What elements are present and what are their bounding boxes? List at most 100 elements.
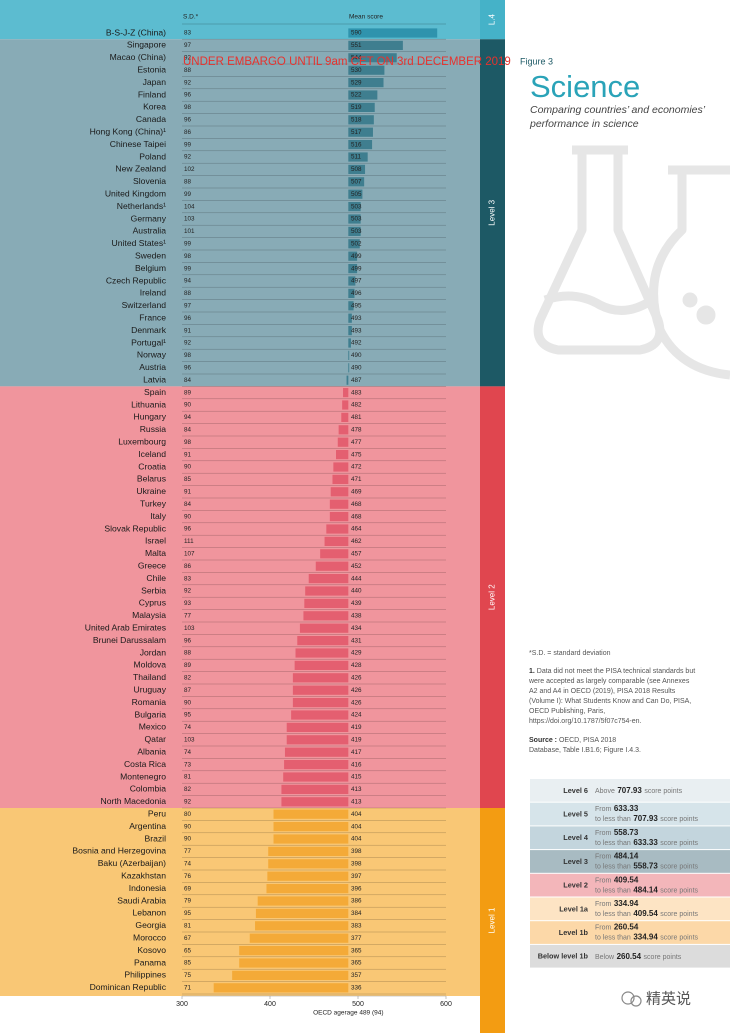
score-value: 398 bbox=[351, 860, 362, 867]
score-value: 383 bbox=[351, 922, 362, 929]
level-label: Level 1 bbox=[488, 907, 497, 933]
sd-value: 99 bbox=[184, 240, 192, 247]
score-bar bbox=[249, 933, 349, 943]
score-value: 452 bbox=[351, 563, 362, 570]
watermark-icon bbox=[630, 995, 642, 1007]
score-bar bbox=[348, 202, 361, 212]
country-name: North Macedonia bbox=[101, 796, 167, 806]
sd-value: 101 bbox=[184, 228, 195, 235]
sd-value: 96 bbox=[184, 92, 192, 99]
score-value: 522 bbox=[351, 92, 362, 99]
score-value: 439 bbox=[351, 600, 362, 607]
note-line: were accepted as largely comparable (see… bbox=[528, 678, 690, 685]
note-text: Data did not meet the PISA technical sta… bbox=[535, 668, 695, 675]
score-bar bbox=[315, 561, 349, 571]
country-name: Slovak Republic bbox=[104, 523, 166, 533]
score-bar bbox=[337, 437, 349, 447]
score-value: 481 bbox=[351, 414, 362, 421]
score-value: 397 bbox=[351, 873, 362, 880]
sd-value: 90 bbox=[184, 823, 192, 830]
sd-value: 92 bbox=[184, 340, 192, 347]
legend-text: score points bbox=[660, 863, 698, 870]
score-bar bbox=[295, 648, 349, 658]
legend-text: From bbox=[595, 925, 612, 932]
country-name: Serbia bbox=[141, 585, 166, 595]
country-name: Ukraine bbox=[136, 486, 166, 496]
score-value: 377 bbox=[351, 935, 362, 942]
sd-value: 80 bbox=[184, 811, 192, 818]
legend-row bbox=[530, 873, 730, 897]
country-name: Lebanon bbox=[133, 908, 167, 918]
sd-value: 90 bbox=[184, 699, 192, 706]
score-value: 511 bbox=[351, 154, 362, 161]
country-name: Italy bbox=[150, 511, 166, 521]
score-bar bbox=[348, 264, 358, 274]
legend-text: score points bbox=[660, 911, 698, 918]
country-name: Brazil bbox=[145, 833, 167, 843]
sd-value: 81 bbox=[184, 922, 192, 929]
legend-threshold: 334.94 bbox=[633, 933, 658, 942]
score-value: 462 bbox=[351, 538, 362, 545]
country-name: United Arab Emirates bbox=[85, 622, 166, 632]
score-bar bbox=[320, 549, 349, 559]
title: Science bbox=[530, 69, 640, 104]
score-value: 499 bbox=[351, 253, 362, 260]
sd-value: 87 bbox=[184, 687, 192, 694]
sd-value: 98 bbox=[184, 104, 192, 111]
level-label: L.4 bbox=[488, 13, 497, 25]
score-value: 434 bbox=[351, 625, 362, 632]
score-bar bbox=[348, 189, 363, 199]
legend-text: to less than bbox=[595, 887, 631, 894]
country-name: Poland bbox=[139, 151, 166, 161]
level-strip bbox=[480, 808, 505, 1033]
score-value: 472 bbox=[351, 464, 362, 471]
sd-value: 95 bbox=[184, 910, 192, 917]
score-bar bbox=[294, 660, 349, 670]
score-bar bbox=[329, 512, 349, 522]
score-value: 490 bbox=[351, 352, 362, 359]
score-bar bbox=[348, 276, 356, 286]
country-name: Australia bbox=[133, 226, 167, 236]
legend-text: From bbox=[595, 830, 612, 837]
score-bar bbox=[305, 586, 349, 596]
legend-threshold: 707.93 bbox=[633, 814, 658, 823]
sd-value: 92 bbox=[184, 154, 192, 161]
sd-value: 76 bbox=[184, 873, 192, 880]
score-value: 357 bbox=[351, 972, 362, 979]
country-name: Sweden bbox=[135, 250, 166, 260]
country-name: Montenegro bbox=[120, 771, 166, 781]
score-value: 482 bbox=[351, 402, 362, 409]
sd-value: 75 bbox=[184, 972, 192, 979]
score-bar bbox=[332, 474, 349, 484]
sd-header: S.D.* bbox=[183, 14, 199, 21]
legend-threshold: 334.94 bbox=[614, 899, 639, 908]
score-value: 417 bbox=[351, 749, 362, 756]
legend-row bbox=[530, 921, 730, 944]
score-bar bbox=[348, 53, 397, 63]
legend-text: Above bbox=[595, 788, 615, 795]
score-bar bbox=[348, 226, 361, 236]
country-name: Hong Kong (China)¹ bbox=[90, 126, 167, 136]
country-name: Portugal¹ bbox=[131, 337, 166, 347]
score-bar bbox=[348, 301, 354, 311]
sd-value: 104 bbox=[184, 203, 195, 210]
score-value: 404 bbox=[351, 823, 362, 830]
legend-level: Level 1a bbox=[559, 904, 589, 913]
country-name: Jordan bbox=[140, 647, 166, 657]
score-bar bbox=[333, 462, 349, 472]
score-value: 468 bbox=[351, 501, 362, 508]
score-bar bbox=[273, 809, 349, 819]
legend-range: to less than 633.33 score points bbox=[595, 838, 699, 847]
country-name: Ireland bbox=[140, 288, 166, 298]
score-value: 519 bbox=[351, 104, 362, 111]
score-bar bbox=[326, 524, 349, 534]
watermark-icon bbox=[621, 991, 635, 1005]
sd-value: 71 bbox=[184, 984, 192, 991]
sd-value: 83 bbox=[184, 30, 192, 37]
legend-range: to less than 558.73 score points bbox=[595, 862, 699, 871]
country-name: Qatar bbox=[145, 734, 167, 744]
legend-text: to less than bbox=[595, 911, 631, 918]
country-name: Greece bbox=[138, 560, 166, 570]
country-name: Cyprus bbox=[139, 598, 166, 608]
country-name: Philippines bbox=[124, 970, 166, 980]
